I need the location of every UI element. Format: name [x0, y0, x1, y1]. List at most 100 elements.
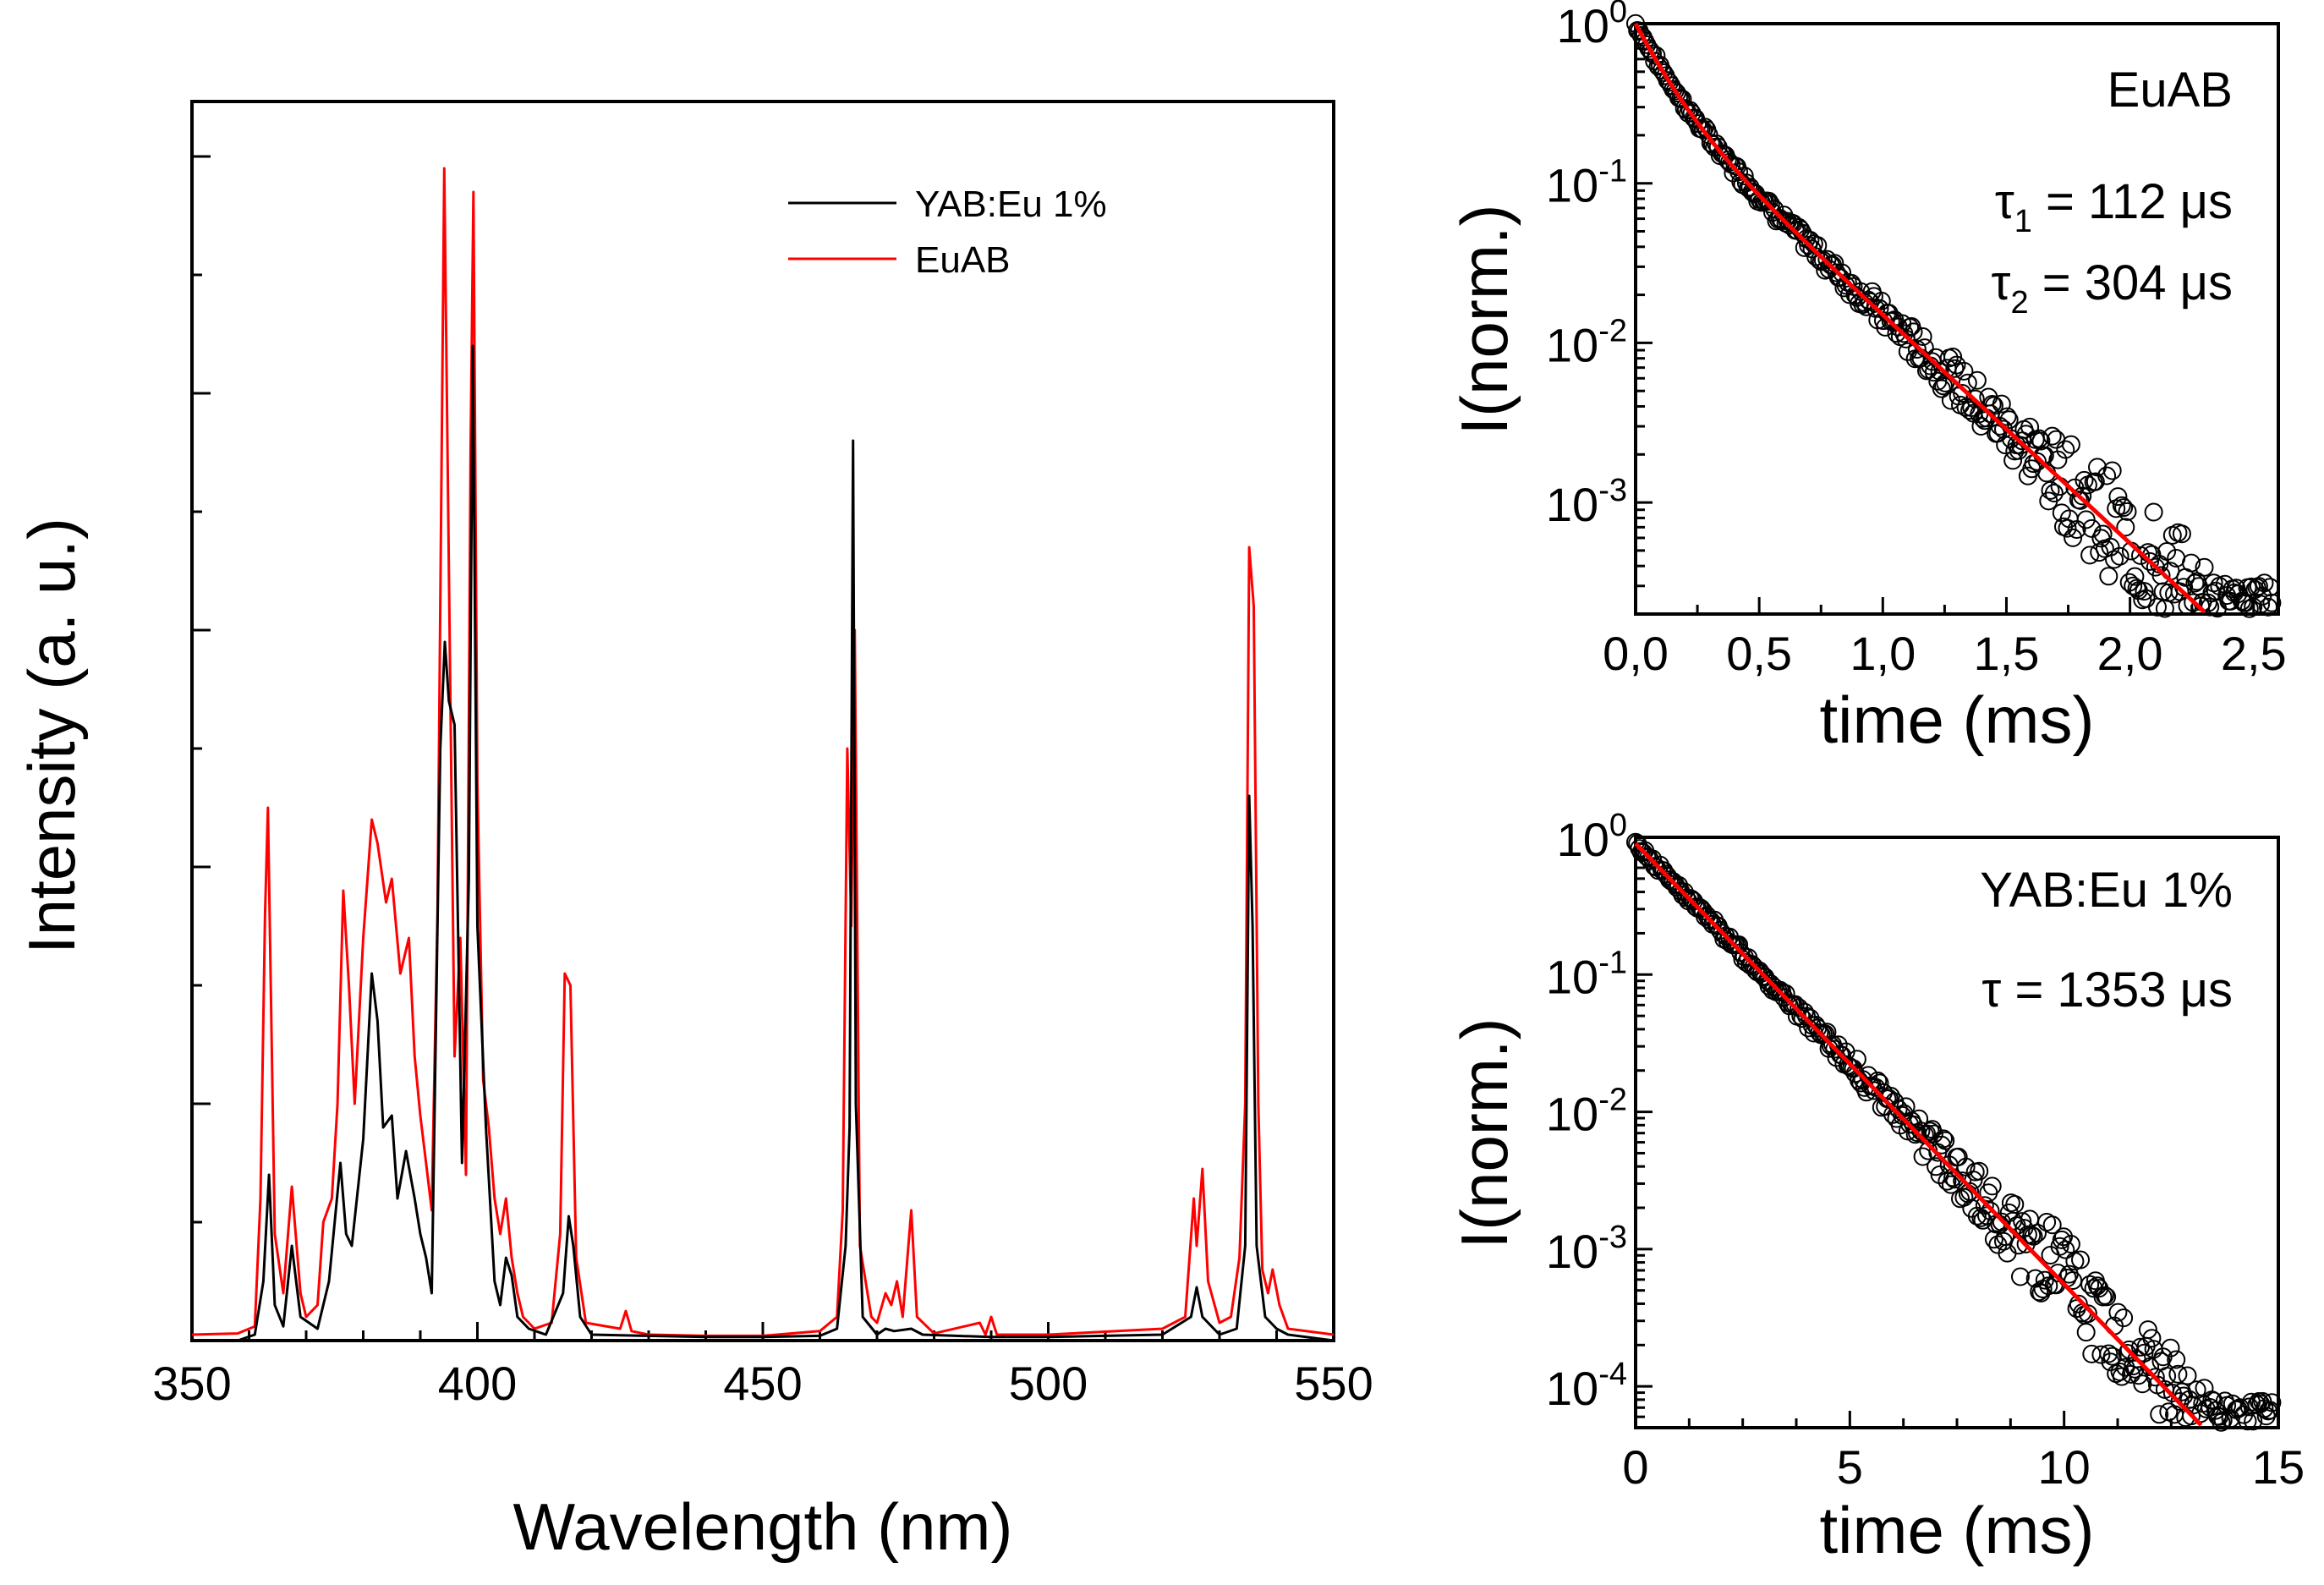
data-point [1982, 1176, 2002, 1196]
x-tick-label: 450 [723, 1357, 802, 1410]
y-tick-label: 10-2 [1546, 1083, 1627, 1141]
data-point [2251, 1394, 2271, 1413]
data-point [1917, 361, 1936, 381]
data-point [2261, 578, 2280, 597]
data-point [2041, 480, 2060, 500]
data-point [1999, 410, 2019, 430]
data-point [2172, 524, 2191, 544]
spectrum-legend: YAB:Eu 1% EuAB [788, 184, 1107, 281]
data-point [2090, 543, 2109, 562]
data-point [2125, 567, 2145, 586]
data-point [2144, 502, 2163, 522]
fit-line [1634, 842, 2203, 1427]
data-point [2118, 502, 2137, 521]
data-point [2058, 518, 2077, 538]
data-point [2005, 1195, 2025, 1214]
data-point [2028, 1223, 2047, 1242]
data-point [1761, 195, 1780, 214]
data-point [1932, 379, 1951, 398]
x-tick-label: 550 [1294, 1357, 1373, 1410]
x-tick-label: 15 [2252, 1440, 2305, 1494]
data-point [2112, 496, 2131, 515]
data-point [2178, 1366, 2197, 1385]
x-tick-label: 0,5 [1726, 627, 1792, 680]
data-point [1907, 340, 1927, 359]
data-point [2011, 1267, 2030, 1286]
data-point [2061, 435, 2080, 454]
data-point [2239, 599, 2259, 618]
data-point [2255, 573, 2274, 593]
data-point [1735, 167, 1754, 185]
data-point [1994, 420, 2013, 439]
x-tick-label: 350 [152, 1357, 231, 1410]
data-point [2161, 1338, 2180, 1357]
series-line-yab [192, 344, 1335, 1342]
decay-euab-plot-body: 0,0 0,5 1,0 1,5 2,0 2,5 100 10-1 10-2 10-3 [1546, 0, 2287, 680]
data-point [1984, 396, 2003, 415]
data-point [2114, 498, 2134, 518]
data-point [2052, 1230, 2071, 1249]
x-tick-label: 0,0 [1603, 627, 1669, 680]
x-tick-label: 0 [1622, 1440, 1648, 1494]
data-point [2076, 510, 2096, 529]
decay-yab-y-axis-label: I(norm.) [1447, 1018, 1521, 1249]
y-tick-label: 10-4 [1546, 1357, 1627, 1415]
data-point [2221, 591, 2240, 611]
data-point [2251, 595, 2271, 614]
data-point [2061, 1235, 2080, 1253]
tau-annotation: τ1 = 112 μs [1995, 174, 2233, 239]
data-point [2020, 417, 2040, 436]
data-point [2261, 1401, 2280, 1420]
data-point [1904, 322, 1923, 342]
data-point [2262, 593, 2282, 612]
data-point [1945, 359, 1965, 378]
fit-line [1633, 22, 2206, 614]
data-point [1641, 851, 1660, 870]
data-point [1664, 872, 1683, 891]
data-point [1996, 436, 2015, 455]
data-point [1982, 395, 2002, 414]
data-point [2024, 1226, 2043, 1246]
data-point [2054, 1227, 2073, 1247]
data-point [2030, 1282, 2049, 1302]
data-point [2182, 1407, 2201, 1426]
data-point [2064, 528, 2083, 547]
data-point [1833, 263, 1852, 282]
data-point [2170, 1392, 2190, 1411]
data-point [2142, 1329, 2162, 1348]
data-point [2168, 1364, 2188, 1384]
data-point [2138, 1320, 2157, 1340]
data-point [2167, 1350, 2186, 1369]
data-point [1954, 361, 1974, 381]
data-point [1770, 209, 1790, 228]
data-point [1973, 1210, 1992, 1230]
data-point [2091, 1345, 2111, 1364]
series-line-euab [191, 167, 1335, 1337]
data-point [2042, 1215, 2062, 1235]
x-tick-label: 1,0 [1850, 627, 1916, 680]
data-point [1936, 1131, 1955, 1150]
decay-yab-x-axis-label: time (ms) [1820, 1493, 2095, 1567]
decay-data-points [1626, 832, 2282, 1432]
data-point [2242, 577, 2261, 596]
data-point [2031, 431, 2051, 451]
data-point [2069, 1294, 2088, 1314]
data-point [2116, 518, 2135, 537]
data-point [1648, 57, 1668, 76]
data-point [2082, 1344, 2102, 1363]
data-point [2262, 1393, 2282, 1412]
data-point [1967, 370, 1987, 390]
y-tick-label: 10-3 [1546, 1220, 1627, 1278]
data-point [2075, 470, 2094, 490]
data-point [2095, 1286, 2114, 1305]
data-point [2097, 466, 2117, 485]
data-point [2195, 557, 2214, 577]
data-point [2185, 573, 2205, 593]
data-point [1641, 41, 1660, 61]
decay-yab-plot-body: 0 5 10 15 100 10-1 10-2 10-3 10-4 [1546, 808, 2305, 1494]
y-tick-label: 10-1 [1546, 154, 1627, 212]
data-point [2071, 1250, 2090, 1270]
data-point [2056, 1240, 2075, 1259]
data-point [1992, 394, 2011, 414]
